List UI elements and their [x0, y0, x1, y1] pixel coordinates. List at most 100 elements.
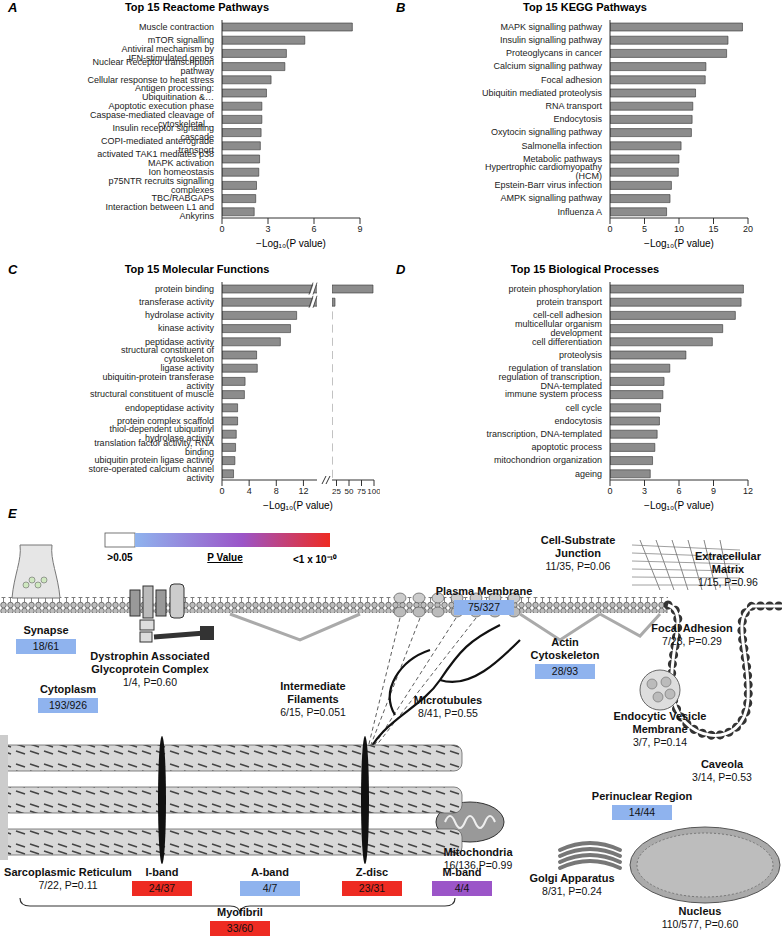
svg-text:100: 100 [367, 487, 380, 496]
svg-text:endopeptidase activity: endopeptidase activity [125, 403, 215, 413]
svg-text:Calcium signalling pathway: Calcium signalling pathway [493, 61, 602, 71]
svg-text:p75NTR recruits signallingcomp: p75NTR recruits signallingcomplexes [108, 176, 214, 195]
svg-text:protein phosphorylation: protein phosphorylation [508, 284, 602, 294]
svg-text:ubiquitin-protein transferasea: ubiquitin-protein transferaseactivity [102, 372, 214, 391]
svg-text:0: 0 [219, 224, 224, 234]
svg-text:structural constituent of musc: structural constituent of muscle [90, 389, 214, 399]
svg-text:multicellular organismdevelopm: multicellular organismdevelopment [515, 319, 603, 338]
html-text:1/4, P=0.60: 1/4, P=0.60 [123, 676, 177, 688]
svg-text:Salmonella infection: Salmonella infection [521, 141, 602, 151]
svg-text:Ubiquitin mediated proteolysis: Ubiquitin mediated proteolysis [482, 88, 603, 98]
html-text:Microtubules: Microtubules [413, 694, 483, 706]
html-text:Actin Cytoskeleton: Actin Cytoskeleton [530, 636, 600, 661]
svg-text:transferase activity: transferase activity [139, 297, 215, 307]
html-text:Top 15 Molecular Functions: Top 15 Molecular Functions [124, 263, 270, 275]
html-text:6/15, P=0.051: 6/15, P=0.051 [280, 706, 346, 718]
svg-text:Epstein-Barr virus infection: Epstein-Barr virus infection [494, 180, 602, 190]
svg-text:75: 75 [357, 487, 366, 496]
svg-text:MAPK signalling pathway: MAPK signalling pathway [500, 22, 602, 32]
svg-text:4: 4 [247, 486, 252, 496]
svg-text:8: 8 [274, 486, 279, 496]
svg-text:0: 0 [219, 486, 224, 496]
svg-text:Antigen processing:Ubiquitinat: Antigen processing:Ubiquitination &… [135, 83, 214, 102]
svg-text:activated TAK1 mediates p38MAP: activated TAK1 mediates p38MAPK activati… [97, 149, 214, 168]
html-text:Dystrophin Associated Glycopro: Dystrophin Associated Glycoprotein Compl… [90, 650, 210, 675]
html-text:11/35, P=0.06: 11/35, P=0.06 [545, 560, 611, 572]
html-text:193/926: 193/926 [49, 699, 87, 711]
html-text:14/44: 14/44 [628, 806, 656, 818]
svg-text:immune system process: immune system process [505, 389, 603, 399]
html-text:Cell-Substrate Junction: Cell-Substrate Junction [540, 534, 616, 559]
svg-text:Muscle contraction: Muscle contraction [139, 22, 214, 32]
html-text:Plasma Membrane: Plasma Membrane [435, 585, 533, 597]
svg-text:12: 12 [298, 486, 308, 496]
svg-text:cell differentiation: cell differentiation [532, 337, 602, 347]
svg-text:store-operated calcium channel: store-operated calcium channelactivity [88, 464, 214, 483]
html-text:16/136,P=0.99: 16/136,P=0.99 [443, 859, 513, 871]
svg-text:proteolysis: proteolysis [559, 350, 603, 360]
html-text:Endocytic Vesicle Membrane: Endocytic Vesicle Membrane [613, 710, 707, 735]
svg-text:25: 25 [332, 487, 341, 496]
html-text:Top 15 Reactome Pathways: Top 15 Reactome Pathways [125, 1, 269, 13]
svg-text:apoptotic process: apoptotic process [531, 442, 602, 452]
html-text:Top 15 KEGG Pathways: Top 15 KEGG Pathways [523, 1, 647, 13]
svg-text:Hypertrophic cardiomyopathy(HC: Hypertrophic cardiomyopathy(HCM) [485, 162, 603, 181]
html-text:8/31, P=0.24: 8/31, P=0.24 [542, 885, 602, 897]
svg-text:translation factor activity, R: translation factor activity, RNAbinding [94, 438, 214, 457]
svg-text:6: 6 [311, 224, 316, 234]
html-text:Nucleus: Nucleus [678, 905, 722, 917]
svg-text:AMPK signalling pathway: AMPK signalling pathway [500, 193, 602, 203]
html-text:Extracellular Matrix: Extracellular Matrix [695, 550, 761, 575]
html-text:Perinuclear Region: Perinuclear Region [591, 790, 693, 802]
svg-text:Focal adhesion: Focal adhesion [541, 75, 602, 85]
html-text:3/7, P=0.14: 3/7, P=0.14 [633, 736, 687, 748]
svg-text:Interaction between L1 andAnky: Interaction between L1 andAnkyrins [105, 202, 214, 221]
html-text:Synapse: Synapse [23, 624, 69, 636]
html-text:75/327: 75/327 [467, 601, 501, 613]
svg-text:cell cycle: cell cycle [565, 403, 602, 413]
html-text:3/14, P=0.53: 3/14, P=0.53 [692, 771, 752, 783]
svg-text:0: 0 [607, 486, 612, 496]
html-text:Mitochondria: Mitochondria [443, 846, 513, 858]
html-text:Caveola: Caveola [700, 758, 744, 770]
html-text:7/28, P=0.29: 7/28, P=0.29 [662, 635, 722, 647]
svg-text:mitochondrion organization: mitochondrion organization [494, 455, 602, 465]
svg-text:Oxytocin signalling pathway: Oxytocin signalling pathway [491, 127, 603, 137]
html-text:28/93: 28/93 [551, 665, 579, 677]
svg-text:6: 6 [676, 486, 681, 496]
svg-text:transcription, DNA-templated: transcription, DNA-templated [486, 429, 602, 439]
svg-text:0: 0 [607, 224, 612, 234]
svg-text:9: 9 [357, 224, 362, 234]
svg-text:protein transport: protein transport [536, 297, 602, 307]
svg-text:3: 3 [265, 224, 270, 234]
svg-text:kinase activity: kinase activity [158, 323, 215, 333]
svg-text:Endocytosis: Endocytosis [553, 114, 602, 124]
html-text:1/15, P=0.96: 1/15, P=0.96 [698, 576, 758, 588]
html-text:Intermediate Filaments: Intermediate Filaments [280, 680, 346, 705]
svg-text:hydrolase activity: hydrolase activity [145, 310, 215, 320]
svg-text:RNA transport: RNA transport [545, 101, 602, 111]
svg-text:10: 10 [674, 224, 684, 234]
svg-text:ageing: ageing [575, 469, 602, 479]
svg-text:structural constituent ofcytos: structural constituent ofcytoskeleton [121, 345, 215, 364]
svg-text:12: 12 [743, 486, 753, 496]
svg-text:5: 5 [642, 224, 647, 234]
html-text:Cytoplasm: Cytoplasm [39, 683, 97, 695]
svg-text:20: 20 [743, 224, 753, 234]
svg-text:Influenza A: Influenza A [557, 207, 602, 217]
html-text:18/61: 18/61 [32, 640, 60, 652]
svg-text:Insulin signalling pathway: Insulin signalling pathway [500, 35, 603, 45]
html-text:Golgi Apparatus: Golgi Apparatus [529, 872, 615, 884]
html-text:Focal Adhesion: Focal Adhesion [651, 622, 733, 634]
svg-text:Proteoglycans in cancer: Proteoglycans in cancer [506, 48, 602, 58]
svg-text:3: 3 [642, 486, 647, 496]
svg-text:15: 15 [708, 224, 718, 234]
html-text:Top 15 Biological Processes: Top 15 Biological Processes [510, 263, 660, 275]
svg-text:Nuclear Receptor transcription: Nuclear Receptor transcriptionpathway [92, 57, 214, 76]
svg-text:protein binding: protein binding [155, 284, 214, 294]
svg-text:9: 9 [711, 486, 716, 496]
svg-text:50: 50 [345, 487, 354, 496]
svg-text:regulation of transcription,DN: regulation of transcription,DNA-template… [498, 372, 602, 391]
html-text:8/41, P=0.55: 8/41, P=0.55 [418, 707, 478, 719]
svg-text:endocytosis: endocytosis [554, 416, 602, 426]
